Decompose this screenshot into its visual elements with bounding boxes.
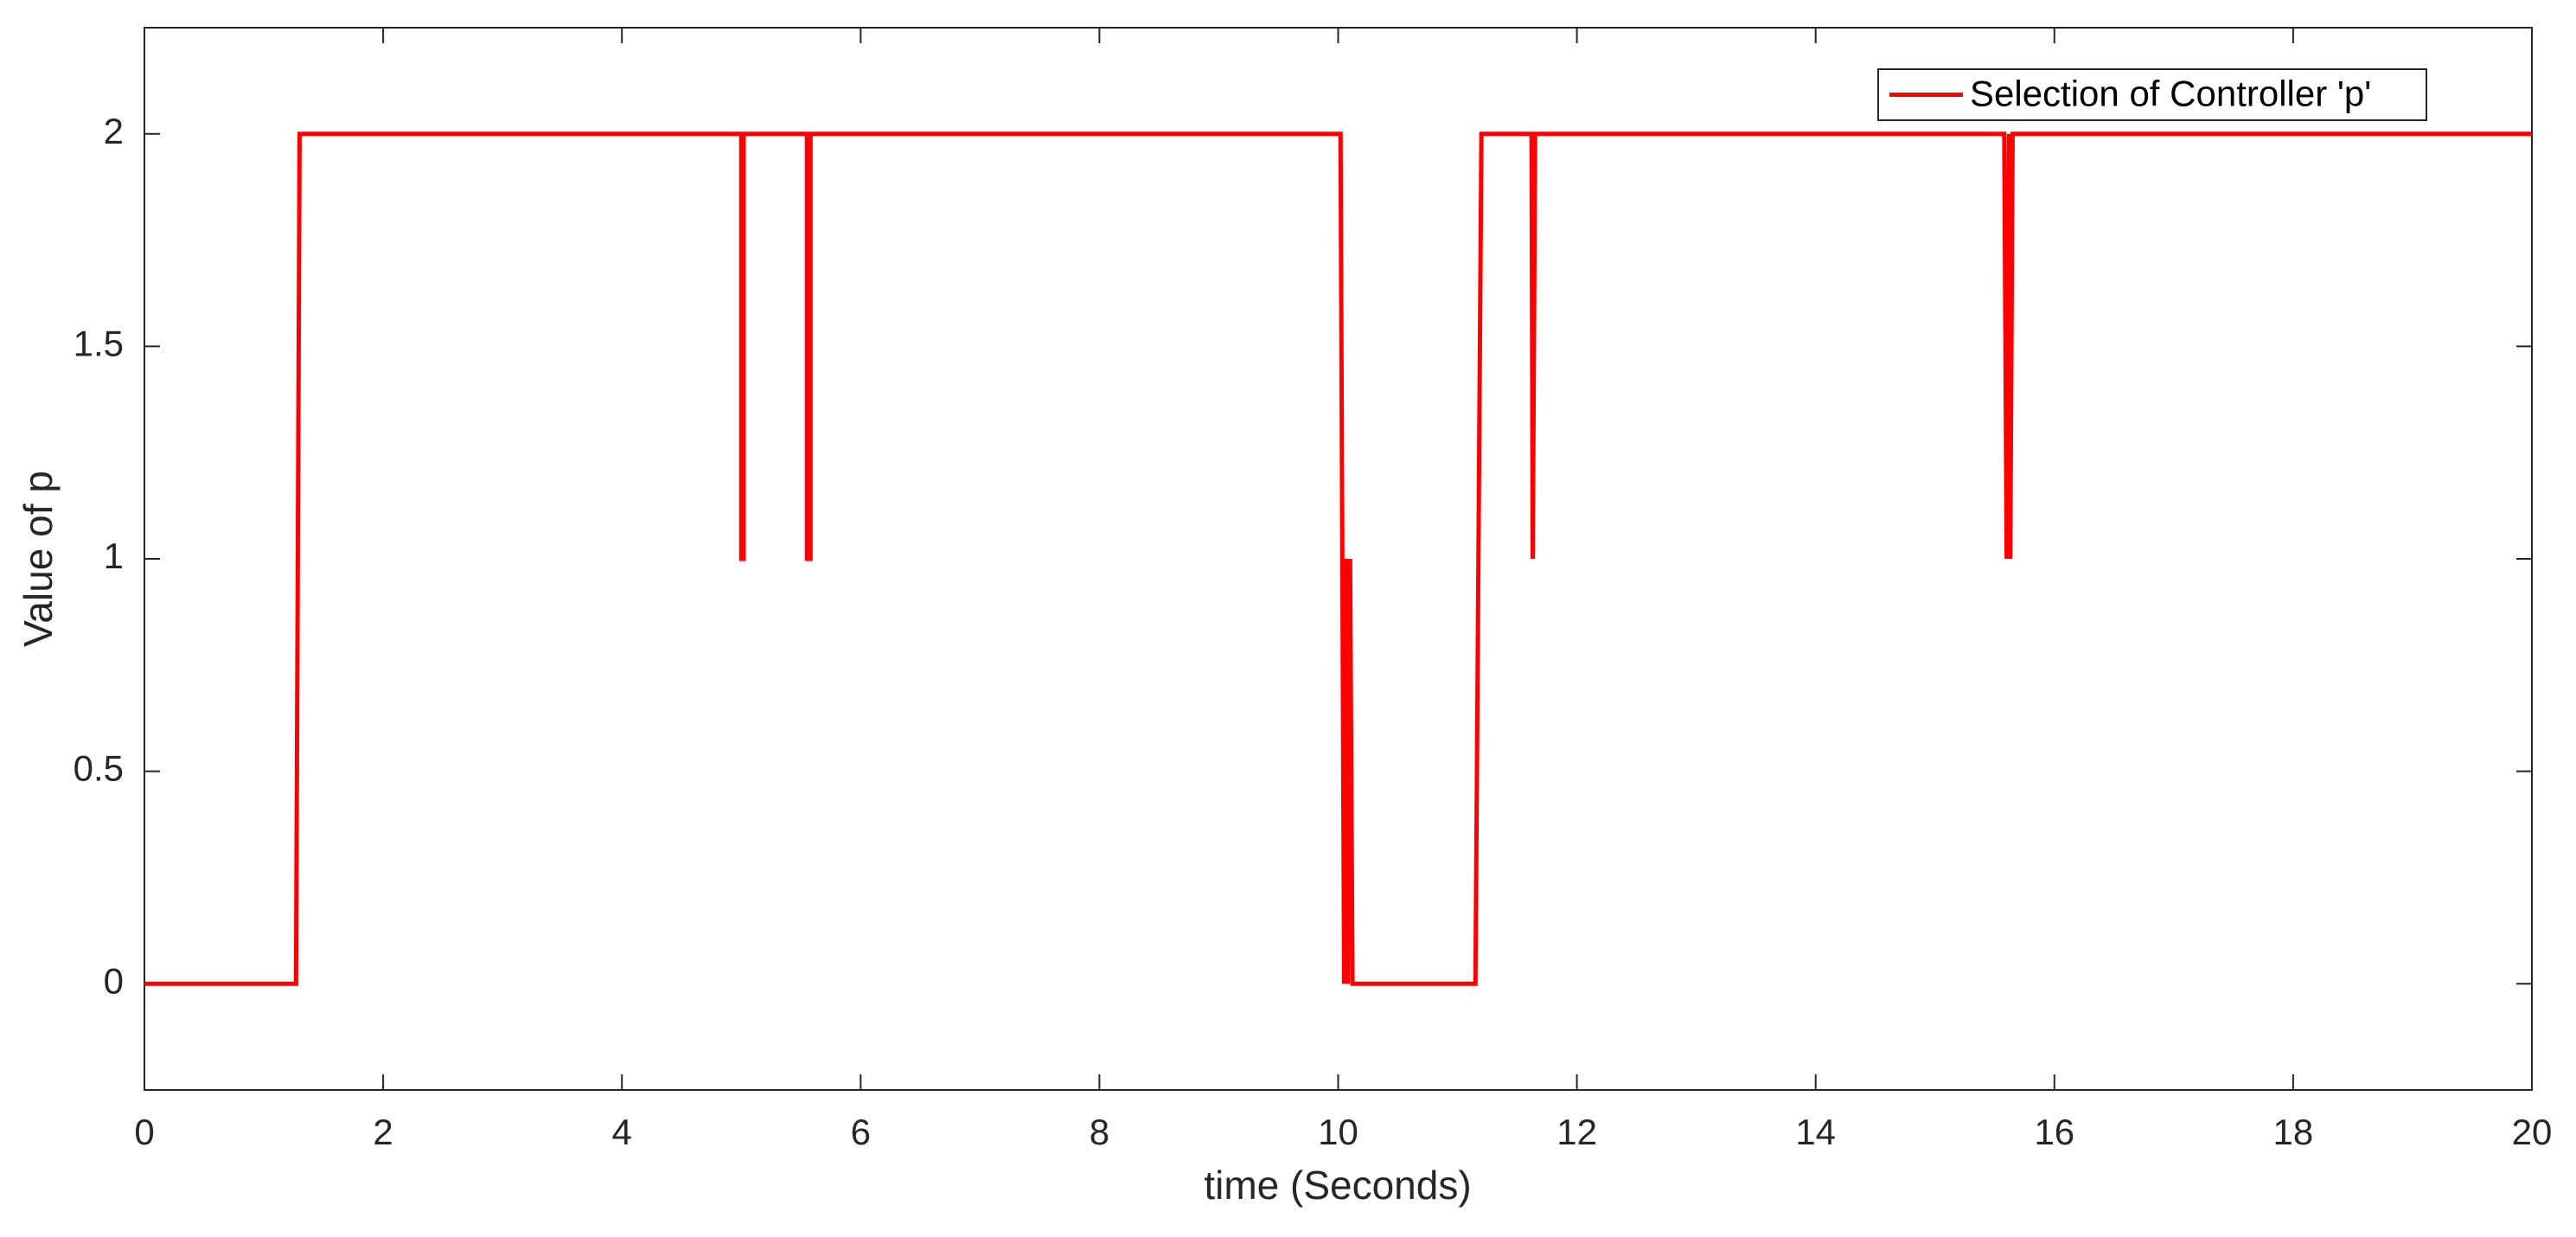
x-tick-label: 16 bbox=[2034, 1112, 2074, 1152]
plot-area bbox=[144, 27, 2533, 1091]
x-tick-label: 6 bbox=[851, 1112, 871, 1152]
legend-label: Selection of Controller 'p' bbox=[1970, 74, 2371, 114]
x-tick-label: 18 bbox=[2273, 1112, 2314, 1152]
x-axis-label: time (Seconds) bbox=[1204, 1163, 1471, 1208]
y-tick-label: 2 bbox=[104, 111, 124, 151]
x-tick-label: 2 bbox=[373, 1112, 393, 1152]
x-tick-label: 4 bbox=[612, 1112, 632, 1152]
y-tick-label: 1 bbox=[104, 535, 124, 576]
x-tick-label: 12 bbox=[1556, 1112, 1597, 1152]
legend-box bbox=[1877, 68, 2427, 121]
x-tick-label: 0 bbox=[134, 1112, 154, 1152]
x-tick-label: 20 bbox=[2512, 1112, 2553, 1152]
x-tick-label: 14 bbox=[1795, 1112, 1836, 1152]
y-tick-label: 0 bbox=[104, 960, 124, 1001]
data-line bbox=[144, 131, 2532, 986]
y-tick-label: 0.5 bbox=[74, 748, 124, 789]
y-axis-label: Value of p bbox=[16, 471, 61, 647]
x-tick-label: 10 bbox=[1318, 1112, 1358, 1152]
x-tick-label: 8 bbox=[1090, 1112, 1109, 1152]
y-tick-label: 1.5 bbox=[74, 323, 124, 363]
